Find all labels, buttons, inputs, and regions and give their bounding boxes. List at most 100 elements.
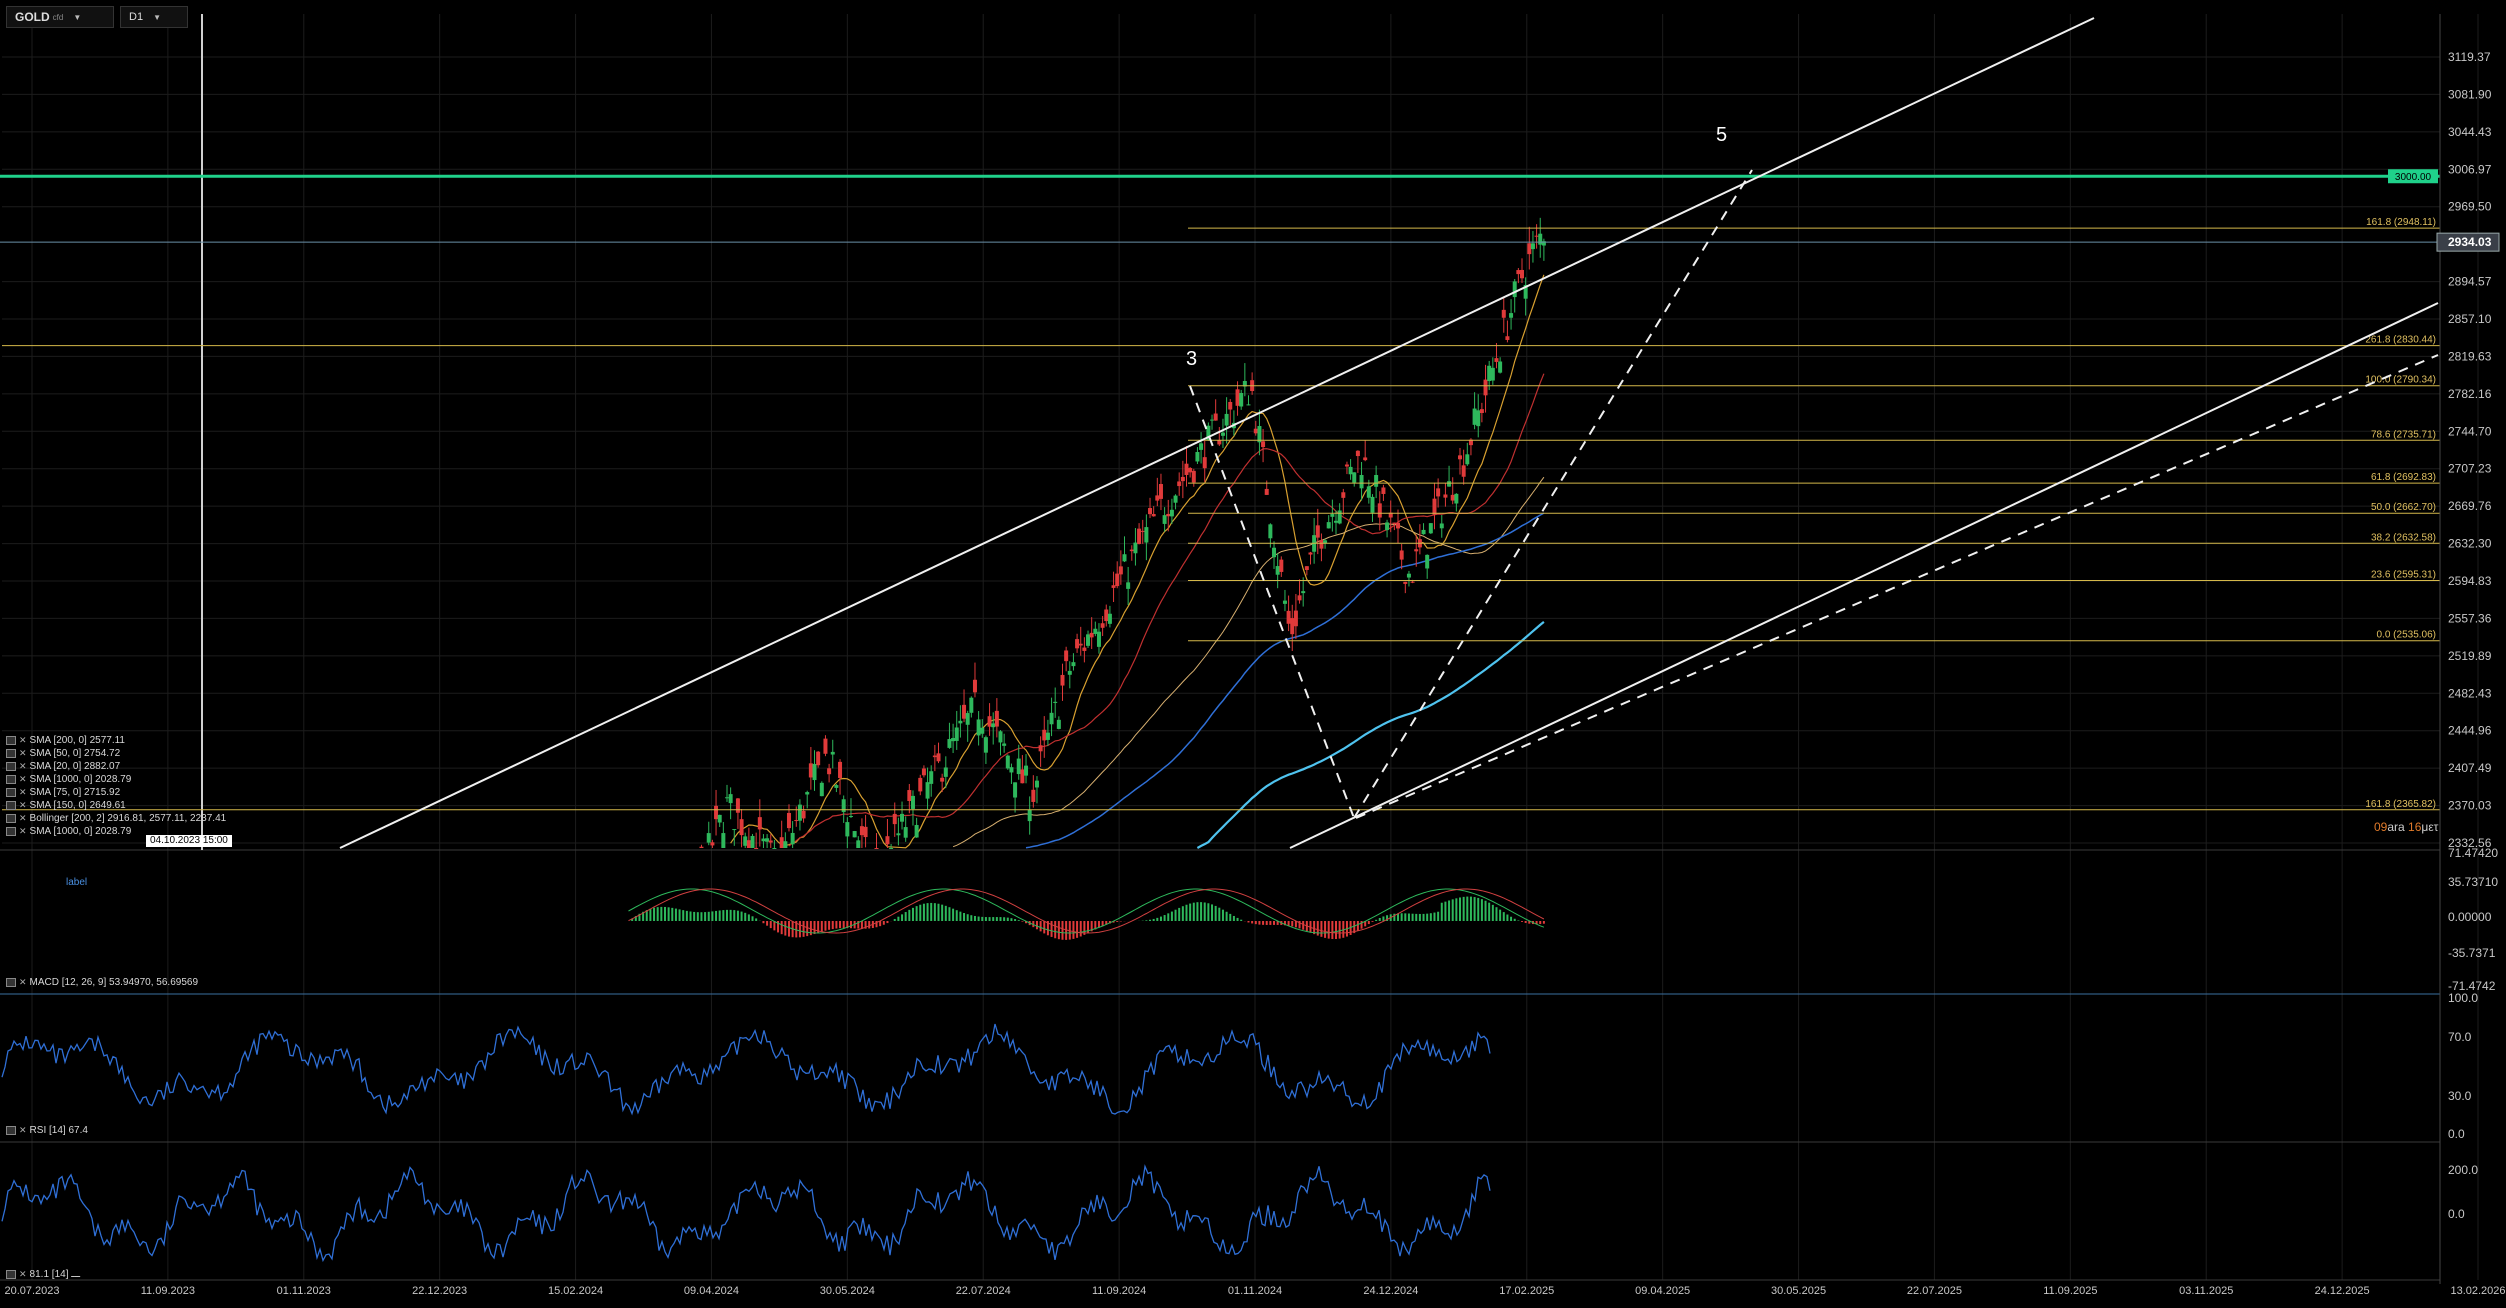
close-icon[interactable]: ✕ <box>19 813 27 823</box>
macd-bar <box>919 904 922 921</box>
candle-body <box>1403 581 1408 584</box>
legend-item[interactable]: ✕ Bollinger [200, 2] 2916.81, 2577.11, 22… <box>6 812 226 825</box>
candle-body <box>885 836 890 845</box>
settings-icon[interactable] <box>6 775 16 784</box>
macd-bar <box>725 909 728 921</box>
candle-body <box>918 777 923 792</box>
macd-bar <box>860 921 863 929</box>
macd-bar <box>820 921 823 932</box>
candle-body <box>1177 481 1182 487</box>
price-tick-label: 2370.03 <box>2448 799 2492 813</box>
candle-body <box>1115 573 1120 587</box>
timeframe-selector[interactable]: D1 ▼ <box>120 6 188 28</box>
price-tick-label: 2707.23 <box>2448 462 2492 476</box>
macd-bar <box>1335 921 1338 940</box>
candle-body <box>1352 472 1357 483</box>
date-tick-label: 01.11.2024 <box>1228 1285 1282 1297</box>
fibonacci-levels: 161.8 (2948.11) 261.8 (2830.44) 100.0 (279… <box>0 169 2440 811</box>
legend-item[interactable]: ✕ SMA [1000, 0] 2028.79 <box>6 825 226 838</box>
candle-body <box>728 794 733 804</box>
macd-bar <box>1371 921 1374 922</box>
close-icon[interactable]: ✕ <box>19 826 27 836</box>
macd-legend[interactable]: ✕ MACD [12, 26, 9] 53.94970, 56.69569 <box>6 976 198 989</box>
macd-bar <box>1097 921 1100 928</box>
macd-bar <box>631 918 634 921</box>
macd-bar <box>653 907 656 921</box>
symbol-selector[interactable]: GOLD cfd ▼ <box>6 6 114 28</box>
candle-body <box>1534 235 1539 237</box>
candle-body <box>845 822 850 837</box>
candle-body <box>1151 514 1156 517</box>
close-icon[interactable]: ✕ <box>19 774 27 784</box>
close-icon[interactable]: ✕ <box>19 1269 27 1279</box>
candle-body <box>819 782 824 797</box>
price-tick-label: 2744.70 <box>2448 424 2492 438</box>
macd-bar <box>817 921 820 933</box>
settings-icon[interactable] <box>6 1270 16 1279</box>
close-icon[interactable]: ✕ <box>19 977 27 987</box>
price-tick-label: 3044.43 <box>2448 125 2492 139</box>
candle-body <box>754 848 759 849</box>
legend-item[interactable]: ✕ SMA [20, 0] 2882.07 <box>6 760 226 773</box>
candle-body <box>1253 428 1258 434</box>
candle-body <box>1487 365 1492 382</box>
candle-body <box>1341 492 1346 498</box>
macd-panel <box>628 888 1545 940</box>
close-icon[interactable]: ✕ <box>19 761 27 771</box>
candle-body <box>1388 512 1393 518</box>
macd-bar <box>798 921 801 938</box>
candle-body <box>797 804 802 821</box>
cci-panel <box>1 1164 1491 1263</box>
candle-body <box>1078 643 1083 646</box>
candle-body <box>1144 527 1149 543</box>
close-icon[interactable]: ✕ <box>19 735 27 745</box>
settings-icon[interactable] <box>6 1126 16 1135</box>
candle-body <box>994 710 999 727</box>
macd-bar <box>1178 907 1181 921</box>
candle-body <box>1235 389 1240 406</box>
candle-body <box>1158 484 1163 499</box>
macd-bar <box>1174 909 1177 921</box>
legend-item[interactable]: ✕ SMA [1000, 0] 2028.79 <box>6 773 226 786</box>
close-icon[interactable]: ✕ <box>19 800 27 810</box>
candle-body <box>1217 440 1222 445</box>
price-tick-label: 2482.43 <box>2448 686 2492 700</box>
close-icon[interactable]: ✕ <box>19 1125 27 1135</box>
settings-icon[interactable] <box>6 978 16 987</box>
close-icon[interactable]: ✕ <box>19 748 27 758</box>
candle-body <box>1326 522 1331 529</box>
legend-item[interactable]: ✕ SMA [75, 0] 2715.92 <box>6 786 226 799</box>
settings-icon[interactable] <box>6 814 16 823</box>
macd-bar <box>981 916 984 921</box>
settings-icon[interactable] <box>6 736 16 745</box>
indicator-legend: ✕ SMA [200, 0] 2577.11 ✕ SMA [50, 0] 2754.… <box>6 734 226 838</box>
macd-bar <box>828 921 831 930</box>
candle-body <box>1520 269 1525 279</box>
macd-bar <box>1294 921 1297 928</box>
macd-bar <box>1192 902 1195 921</box>
candle-body <box>980 727 985 734</box>
candle-body <box>947 739 952 748</box>
date-tick-label: 30.05.2024 <box>820 1285 875 1297</box>
legend-item[interactable]: ✕ SMA [200, 0] 2577.11 <box>6 734 226 747</box>
date-tick-label: 01.11.2023 <box>277 1285 331 1297</box>
macd-bar <box>1273 921 1276 925</box>
cci-legend[interactable]: ✕ ـــ [14] 81.1 <box>6 1268 80 1281</box>
legend-item[interactable]: ✕ SMA [150, 0] 2649.61 <box>6 799 226 812</box>
settings-icon[interactable] <box>6 801 16 810</box>
rsi-legend[interactable]: ✕ RSI [14] 67.4 <box>6 1124 88 1137</box>
settings-icon[interactable] <box>6 749 16 758</box>
candle-body <box>816 751 821 766</box>
settings-icon[interactable] <box>6 827 16 836</box>
legend-item[interactable]: ✕ SMA [50, 0] 2754.72 <box>6 747 226 760</box>
macd-bar <box>802 921 805 937</box>
macd-bar <box>1440 902 1443 921</box>
fib-level-label: 38.2 (2632.58) <box>2371 532 2436 543</box>
settings-icon[interactable] <box>6 762 16 771</box>
settings-icon[interactable] <box>6 788 16 797</box>
macd-bar <box>1418 913 1421 921</box>
close-icon[interactable]: ✕ <box>19 787 27 797</box>
macd-bar <box>689 911 692 921</box>
candle-body <box>1385 522 1390 531</box>
